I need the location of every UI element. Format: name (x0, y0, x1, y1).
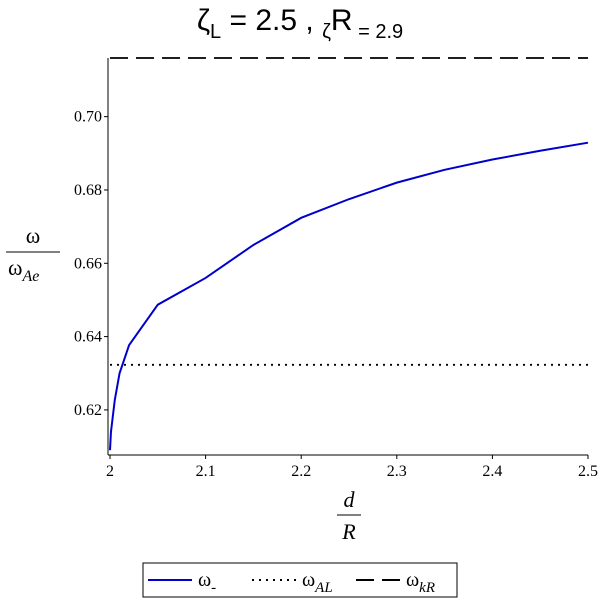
legend-name: ω (406, 569, 419, 591)
legend-label: ωAL (302, 569, 333, 596)
x-tick-label: 2.2 (291, 463, 311, 480)
y-label-denominator-sub: Ae (21, 268, 39, 285)
title-part: = 2.9 (353, 21, 404, 43)
y-label-numerator: ω (26, 223, 40, 248)
title-part: L (210, 21, 221, 43)
title-part: = 2.5 , (221, 4, 322, 37)
series-line (109, 141, 589, 451)
y-label-denominator-base: ω (8, 255, 22, 280)
legend-subscript: kR (419, 580, 435, 596)
legend-box (142, 562, 458, 598)
legend-name: ω (302, 569, 315, 591)
x-tick-label: 2.4 (482, 463, 502, 480)
y-tick-label: 0.66 (74, 255, 102, 272)
x-label-denominator: R (341, 519, 356, 544)
y-tick-label: 0.68 (74, 182, 102, 199)
legend-name: ω (198, 569, 211, 591)
y-tick-label: 0.62 (74, 402, 102, 419)
title-part: ζ (322, 21, 331, 43)
legend-subscript: - (211, 580, 216, 596)
y-label-denominator: ωAe (8, 255, 39, 285)
chart-title: ζL = 2.5 , ζR = 2.9 (197, 4, 403, 43)
title-part: ζ (197, 4, 210, 37)
y-tick-label: 0.70 (74, 109, 102, 126)
legend-label: ω- (198, 569, 216, 596)
y-tick-label: 0.64 (74, 329, 102, 346)
x-label-numerator: d (344, 487, 356, 512)
title-part: R (331, 4, 353, 37)
x-tick-label: 2.1 (196, 463, 216, 480)
legend-subscript: AL (314, 580, 333, 596)
legend-label: ωkR (406, 569, 435, 596)
x-tick-label: 2 (106, 463, 114, 480)
x-tick-label: 2.5 (578, 463, 598, 480)
x-tick-label: 2.3 (387, 463, 407, 480)
